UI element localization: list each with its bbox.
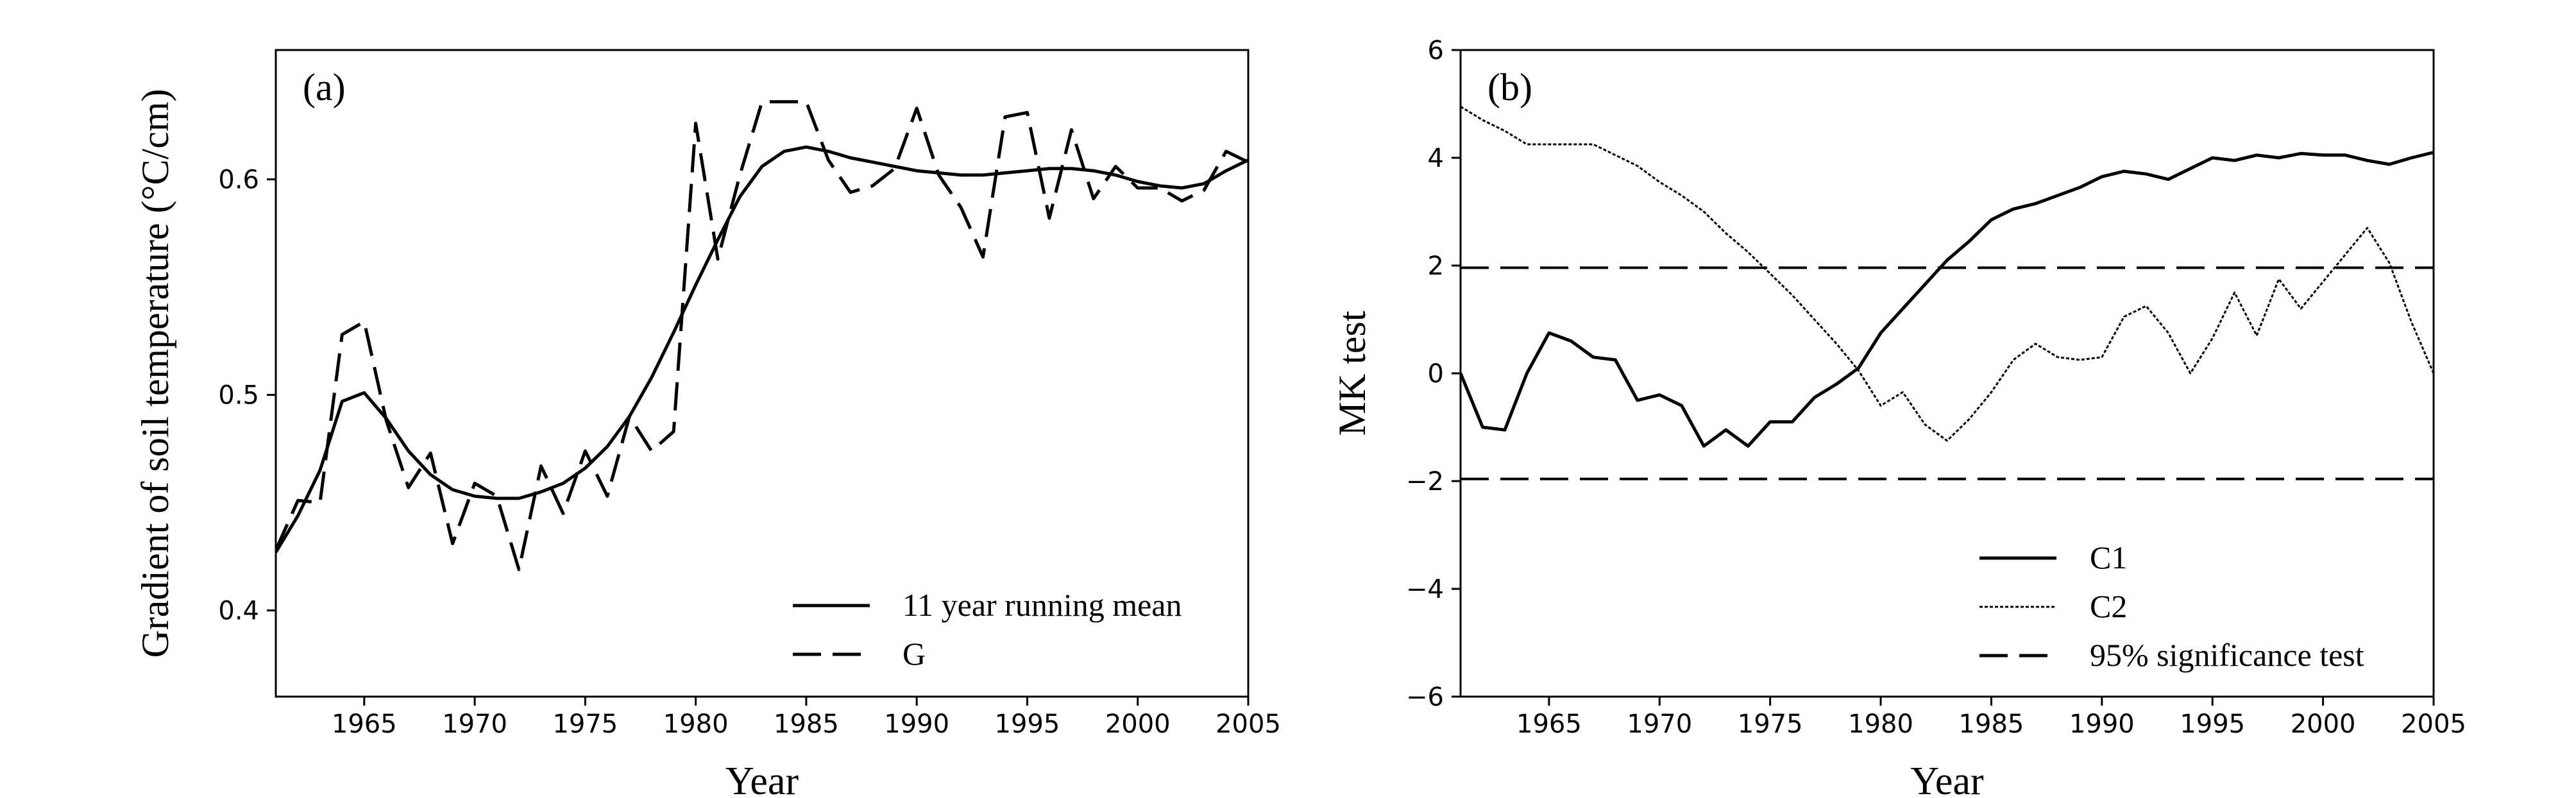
y-tick-label: 6 bbox=[1428, 36, 1444, 65]
x-tick-label: 1990 bbox=[2069, 709, 2135, 739]
x-axis-label: Year bbox=[725, 760, 799, 798]
chart-panel-b: 1965 1970 1975 1980 1985 1990 1995 2000 2005 −6 −4… bbox=[1331, 36, 2466, 798]
x-tick-label: 1975 bbox=[1738, 709, 1803, 739]
y-tick-label: 0.5 bbox=[218, 381, 259, 411]
series-line-c1 bbox=[1461, 151, 2434, 448]
x-tick-label: 1995 bbox=[995, 709, 1060, 739]
x-tick-label: 1990 bbox=[884, 709, 949, 739]
y-axis-label: Gradient of soil temperature (°C/cm) bbox=[134, 89, 176, 658]
y-tick-label: −6 bbox=[1406, 683, 1444, 712]
y-tick-label: 2 bbox=[1428, 251, 1444, 281]
chart-panel-a: 1965 1970 1975 1980 1985 1990 1995 2000 2005 0.4 0… bbox=[134, 49, 1281, 798]
data-layer bbox=[276, 100, 1248, 572]
legend-label: 95% significance test bbox=[2090, 637, 2364, 673]
y-tick-label: 4 bbox=[1428, 144, 1444, 173]
legend-label: 11 year running mean bbox=[902, 587, 1182, 623]
x-tick-label: 1965 bbox=[332, 709, 397, 739]
y-tick-label: 0.6 bbox=[218, 166, 259, 195]
x-tick-label: 1970 bbox=[1627, 709, 1692, 739]
x-tick-label: 2000 bbox=[1105, 709, 1171, 739]
plot-frame bbox=[275, 49, 1250, 698]
y-axis-label: MK test bbox=[1331, 310, 1373, 436]
y-tick-label: 0.4 bbox=[218, 597, 259, 626]
panel-label: (a) bbox=[303, 66, 346, 108]
series-line-c2 bbox=[1461, 105, 2434, 442]
x-tick-label: 1975 bbox=[552, 709, 618, 739]
y-tick-label: 0 bbox=[1428, 359, 1444, 389]
series-line-11-year-running-mean bbox=[276, 145, 1248, 554]
legend-label: C1 bbox=[2090, 539, 2127, 575]
y-tick-label: −4 bbox=[1406, 575, 1444, 604]
x-tick-label: 2005 bbox=[2401, 709, 2466, 739]
data-layer bbox=[1461, 105, 2434, 480]
plot-frame bbox=[1459, 49, 2435, 698]
legend-label: G bbox=[902, 636, 926, 672]
x-tick-label: 1980 bbox=[663, 709, 729, 739]
x-tick-label: 1970 bbox=[442, 709, 507, 739]
x-tick-label: 1985 bbox=[774, 709, 839, 739]
x-tick-label: 1985 bbox=[1959, 709, 2024, 739]
x-tick-label: 2005 bbox=[1216, 709, 1281, 739]
panel-label: (b) bbox=[1487, 66, 1532, 108]
x-tick-label: 1995 bbox=[2180, 709, 2245, 739]
x-tick-label: 2000 bbox=[2291, 709, 2356, 739]
x-tick-label: 1980 bbox=[1848, 709, 1913, 739]
x-tick-label: 1965 bbox=[1516, 709, 1582, 739]
x-axis-label: Year bbox=[1910, 760, 1984, 798]
legend-label: C2 bbox=[2090, 588, 2127, 624]
y-tick-label: −2 bbox=[1406, 467, 1444, 497]
